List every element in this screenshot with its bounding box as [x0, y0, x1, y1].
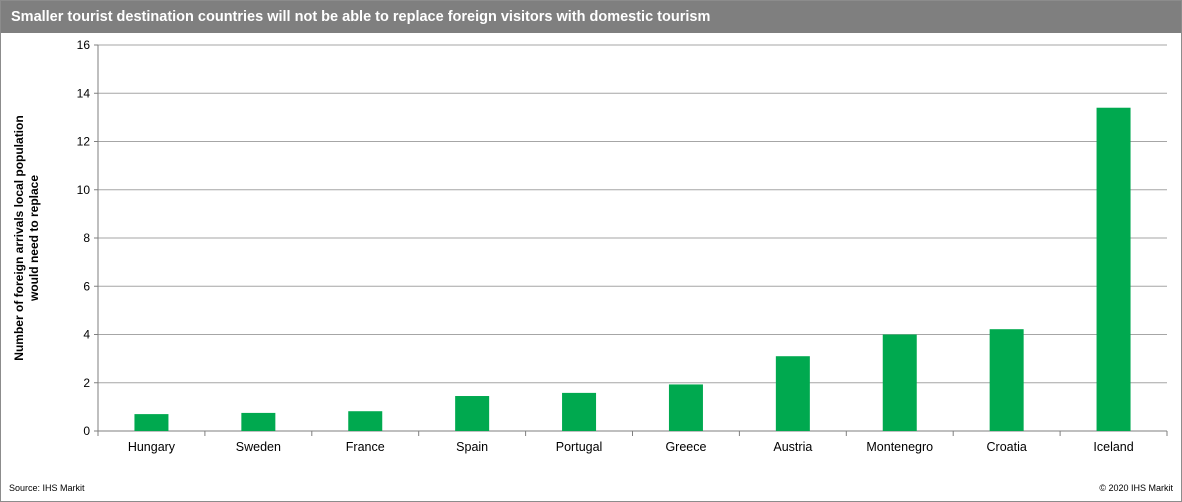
x-tick-label: Spain	[456, 440, 488, 454]
y-axis-title-line: would need to replace	[27, 175, 41, 302]
y-tick-label: 14	[77, 86, 91, 100]
bar	[668, 384, 703, 431]
bar	[455, 396, 490, 431]
title-bar: Smaller tourist destination countries wi…	[1, 1, 1181, 33]
y-tick-label: 8	[83, 231, 90, 245]
y-tick-label: 10	[77, 183, 91, 197]
y-tick-label: 6	[83, 279, 90, 293]
x-tick-label: Greece	[665, 440, 706, 454]
bar	[241, 412, 276, 431]
x-tick-label: Portugal	[556, 440, 603, 454]
bar	[989, 329, 1024, 431]
x-tick-label: Austria	[773, 440, 812, 454]
x-tick-label: Montenegro	[866, 440, 933, 454]
x-tick-label: France	[346, 440, 385, 454]
y-tick-label: 4	[83, 328, 90, 342]
y-axis-title-line: Number of foreign arrivals local populat…	[12, 115, 26, 360]
bar	[1096, 107, 1131, 431]
y-tick-label: 16	[77, 38, 91, 52]
copyright-note: © 2020 IHS Markit	[1099, 483, 1173, 493]
y-axis-title: Number of foreign arrivals local populat…	[12, 115, 41, 360]
bar	[348, 411, 383, 431]
x-tick-label: Hungary	[128, 440, 176, 454]
bar	[882, 334, 917, 431]
y-tick-label: 2	[83, 376, 90, 390]
bar	[775, 356, 810, 431]
x-tick-label: Croatia	[987, 440, 1027, 454]
chart-title: Smaller tourist destination countries wi…	[11, 9, 711, 25]
bar	[134, 414, 169, 431]
y-tick-label: 12	[77, 135, 91, 149]
y-tick-label: 0	[83, 424, 90, 438]
x-tick-label: Iceland	[1093, 440, 1133, 454]
x-tick-label: Sweden	[236, 440, 281, 454]
source-note: Source: IHS Markit	[9, 483, 85, 493]
bar	[562, 392, 597, 431]
